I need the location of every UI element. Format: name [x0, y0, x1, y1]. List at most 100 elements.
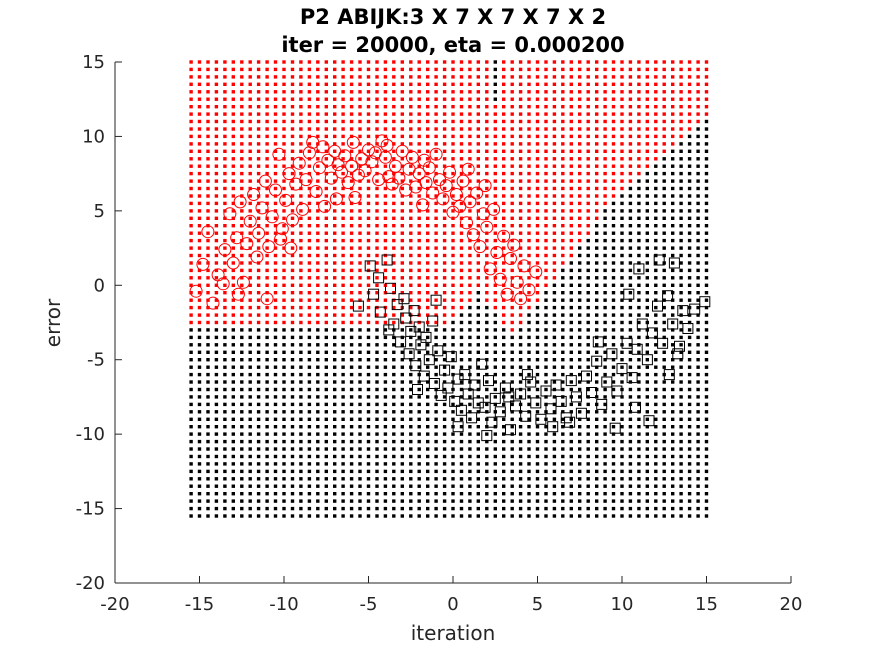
decision-grid-dot — [679, 492, 683, 496]
decision-grid-dot — [189, 469, 193, 474]
decision-grid-dot — [392, 320, 396, 325]
data-point-square — [606, 348, 618, 360]
decision-grid-dot — [502, 127, 506, 131]
decision-grid-dot — [552, 253, 557, 258]
decision-grid-dot — [349, 246, 354, 250]
decision-grid-dot — [189, 484, 193, 488]
decision-grid-dot — [687, 387, 692, 392]
decision-grid-dot — [578, 164, 582, 168]
decision-grid-dot — [502, 320, 506, 325]
decision-grid-dot — [578, 142, 582, 146]
decision-grid-dot — [510, 253, 514, 258]
decision-grid-dot — [561, 179, 565, 183]
decision-grid-dot — [240, 119, 244, 124]
decision-grid-dot — [366, 387, 371, 392]
decision-grid-dot — [426, 231, 430, 235]
data-point-circle — [329, 192, 343, 206]
decision-grid-dot — [248, 276, 252, 280]
data-point-circle — [284, 241, 298, 255]
decision-grid-dot — [256, 343, 261, 347]
decision-grid-dot — [341, 298, 345, 302]
decision-grid-dot — [248, 395, 252, 399]
data-point-circle — [201, 225, 215, 239]
decision-grid-dot — [240, 82, 244, 86]
decision-grid-dot — [442, 387, 447, 392]
decision-grid-dot — [654, 499, 658, 503]
decision-grid-dot — [223, 328, 227, 332]
decision-grid-dot — [214, 462, 219, 466]
decision-grid-dot — [518, 82, 523, 86]
decision-grid-dot — [248, 171, 252, 176]
decision-grid-dot — [307, 82, 312, 86]
decision-grid-dot — [704, 82, 709, 86]
decision-grid-dot — [189, 380, 193, 384]
decision-grid-dot — [197, 261, 202, 265]
decision-grid-dot — [578, 194, 582, 198]
decision-grid-dot — [231, 224, 235, 228]
data-point-circle — [483, 262, 497, 276]
decision-grid-dot — [265, 60, 269, 64]
decision-grid-dot — [189, 298, 193, 302]
decision-grid-dot — [561, 469, 565, 474]
decision-grid-dot — [273, 268, 278, 273]
decision-grid-dot — [434, 268, 438, 273]
decision-grid-dot — [468, 82, 472, 86]
decision-grid-dot — [333, 112, 337, 116]
decision-grid-dot — [248, 142, 252, 146]
decision-grid-dot — [561, 506, 565, 511]
decision-grid-dot — [206, 194, 210, 198]
decision-grid-dot — [459, 216, 464, 220]
decision-grid-dot — [273, 119, 278, 124]
decision-grid-dot — [197, 97, 202, 101]
decision-grid-dot — [240, 186, 244, 191]
decision-grid-dot — [459, 261, 464, 265]
decision-grid-dot — [535, 201, 540, 206]
decision-grid-dot — [299, 447, 303, 451]
decision-grid-dot — [611, 425, 616, 429]
decision-grid-dot — [451, 477, 455, 481]
decision-grid-dot — [417, 253, 421, 258]
decision-grid-dot — [518, 60, 523, 64]
decision-grid-dot — [417, 283, 421, 287]
decision-grid-dot — [654, 380, 658, 384]
decision-grid-dot — [409, 380, 413, 384]
x-tick-label: -5 — [360, 594, 378, 615]
decision-grid-dot — [223, 119, 227, 124]
decision-grid-dot — [189, 387, 193, 392]
decision-grid-dot — [687, 477, 692, 481]
decision-grid-dot — [485, 127, 489, 131]
decision-grid-dot — [349, 499, 354, 503]
decision-grid-dot — [578, 231, 582, 235]
decision-grid-dot — [535, 209, 540, 213]
decision-grid-dot — [400, 142, 404, 146]
decision-grid-dot — [611, 97, 616, 101]
decision-grid-dot — [282, 358, 286, 362]
decision-grid-dot — [426, 164, 430, 168]
decision-grid-dot — [442, 499, 447, 503]
decision-grid-dot — [256, 499, 261, 503]
decision-grid-dot — [366, 171, 371, 176]
decision-grid-dot — [611, 186, 616, 191]
decision-grid-dot — [451, 194, 455, 198]
decision-grid-dot — [671, 395, 675, 399]
data-point-square — [381, 254, 393, 266]
data-point-circle — [460, 216, 473, 230]
decision-grid-dot — [256, 75, 261, 79]
decision-grid-dot — [206, 97, 210, 101]
decision-grid-dot — [273, 291, 278, 295]
decision-grid-dot — [392, 194, 396, 198]
decision-grid-dot — [620, 105, 624, 109]
decision-grid-dot — [586, 112, 590, 116]
decision-grid-dot — [679, 90, 683, 94]
decision-grid-dot — [383, 380, 388, 384]
decision-grid-dot — [324, 216, 328, 220]
decision-grid-dot — [620, 186, 624, 191]
decision-grid-dot — [316, 477, 320, 481]
decision-grid-dot — [459, 105, 464, 109]
decision-grid-dot — [426, 246, 430, 250]
decision-grid-dot — [434, 417, 438, 421]
decision-grid-dot — [561, 216, 565, 220]
decision-grid-dot — [307, 209, 312, 213]
decision-grid-dot — [265, 350, 269, 354]
decision-grid-dot — [696, 105, 700, 109]
